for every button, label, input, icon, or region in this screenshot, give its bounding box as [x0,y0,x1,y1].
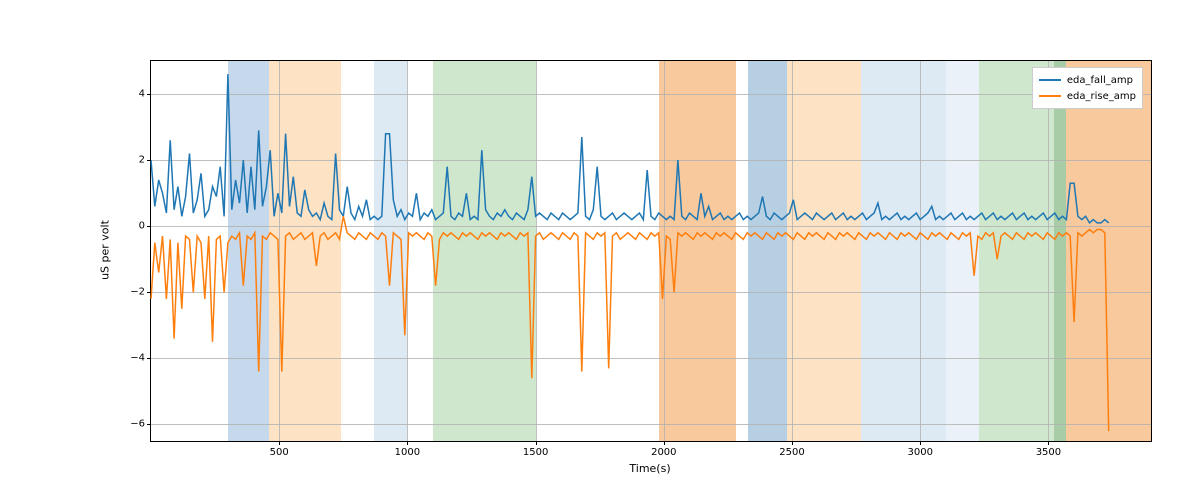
y-axis-label: uS per volt [99,220,112,280]
legend-item: eda_fall_amp [1039,72,1136,88]
y-tick-label: −2 [130,287,145,298]
line-series [151,61,1151,441]
legend: eda_fall_amp eda_rise_amp [1032,67,1143,109]
figure: 500 1000 1500 2000 2500 3000 3500 −6 −4 −2 0 2 4 ed… [0,0,1200,500]
legend-item: eda_rise_amp [1039,88,1136,104]
y-tick-label: 0 [139,221,145,232]
legend-label: eda_rise_amp [1067,91,1136,102]
y-tick-label: −6 [130,419,145,430]
plot-area: 500100015002000250030003500 −6−4−2024 ed… [150,60,1152,442]
x-tick-label: 3000 [907,447,932,458]
x-tick-label: 500 [270,447,289,458]
legend-swatch [1039,79,1061,81]
x-tick-label: 1500 [523,447,548,458]
legend-label: eda_fall_amp [1067,75,1133,86]
y-tick-label: 4 [139,89,145,100]
x-tick-label: 2000 [651,447,676,458]
series-line [151,216,1109,431]
x-tick-label: 1000 [395,447,420,458]
series-line [151,74,1109,223]
y-tick-label: −4 [130,353,145,364]
y-tick-label: 2 [139,155,145,166]
x-tick-label: 2500 [779,447,804,458]
x-axis-label: Time(s) [629,462,670,475]
x-tick-label: 3500 [1036,447,1061,458]
legend-swatch [1039,95,1061,97]
